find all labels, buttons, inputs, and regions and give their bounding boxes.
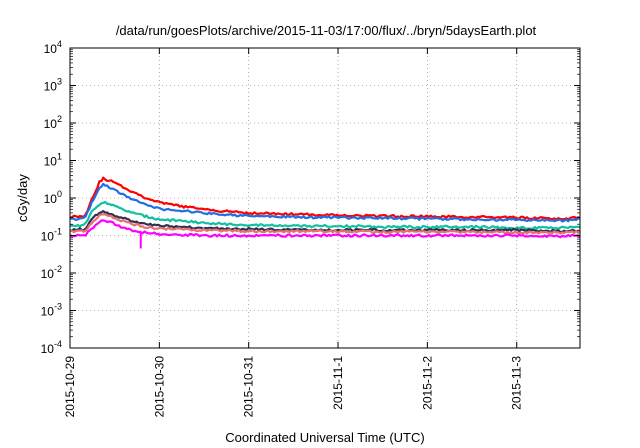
y-tick-exponent: 3	[57, 77, 62, 87]
y-tick-base: 10	[41, 305, 55, 319]
series-group	[69, 176, 581, 249]
y-tick-label: 102	[44, 114, 62, 131]
y-tick-label: 10-3	[41, 302, 62, 319]
y-tick-exponent: 2	[57, 114, 62, 124]
y-tick-exponent: 4	[57, 39, 62, 49]
y-tick-exponent: -1	[54, 227, 62, 237]
y-tick-label: 103	[44, 77, 62, 94]
y-tick-exponent: -4	[54, 339, 62, 349]
x-tick-labels: 2015-10-29 2015-10-30 2015-10-31 2015-11-1 2…	[63, 356, 524, 418]
x-tick-label: 2015-11-3	[510, 356, 524, 410]
series-line	[69, 176, 581, 221]
x-axis-label: Coordinated Universal Time (UTC)	[225, 430, 424, 445]
series-line	[69, 200, 581, 230]
y-tick-label: 100	[44, 189, 62, 206]
y-tick-base: 10	[41, 267, 55, 281]
x-tick-label: 2015-10-30	[152, 356, 166, 418]
y-tick-label: 10-4	[41, 339, 62, 356]
y-axis-label: cGy/day	[15, 174, 30, 222]
y-tick-base: 10	[44, 117, 58, 131]
y-tick-label: 104	[44, 39, 62, 56]
y-tick-base: 10	[41, 230, 55, 244]
y-tick-exponent: -2	[54, 264, 62, 274]
y-tick-base: 10	[41, 342, 55, 356]
ticks	[69, 47, 580, 349]
x-tick-label: 2015-10-29	[63, 356, 77, 418]
y-tick-label: 101	[44, 152, 62, 169]
y-tick-exponent: 1	[57, 152, 62, 162]
y-tick-label: 10-2	[41, 264, 62, 281]
series-line	[69, 213, 581, 235]
x-tick-label: 2015-10-31	[242, 356, 256, 418]
y-tick-exponent: -3	[54, 302, 62, 312]
y-tick-base: 10	[44, 80, 58, 94]
y-tick-base: 10	[44, 42, 58, 56]
y-tick-base: 10	[44, 192, 58, 206]
x-tick-label: 2015-11-2	[420, 356, 434, 410]
y-tick-base: 10	[44, 155, 58, 169]
chart-title: /data/run/goesPlots/archive/2015-11-03/1…	[116, 23, 537, 38]
series-line	[69, 219, 581, 239]
x-tick-label: 2015-11-1	[331, 356, 345, 410]
y-tick-label: 10-1	[41, 227, 62, 244]
y-tick-exponent: 0	[57, 189, 62, 199]
series-line	[69, 182, 581, 223]
